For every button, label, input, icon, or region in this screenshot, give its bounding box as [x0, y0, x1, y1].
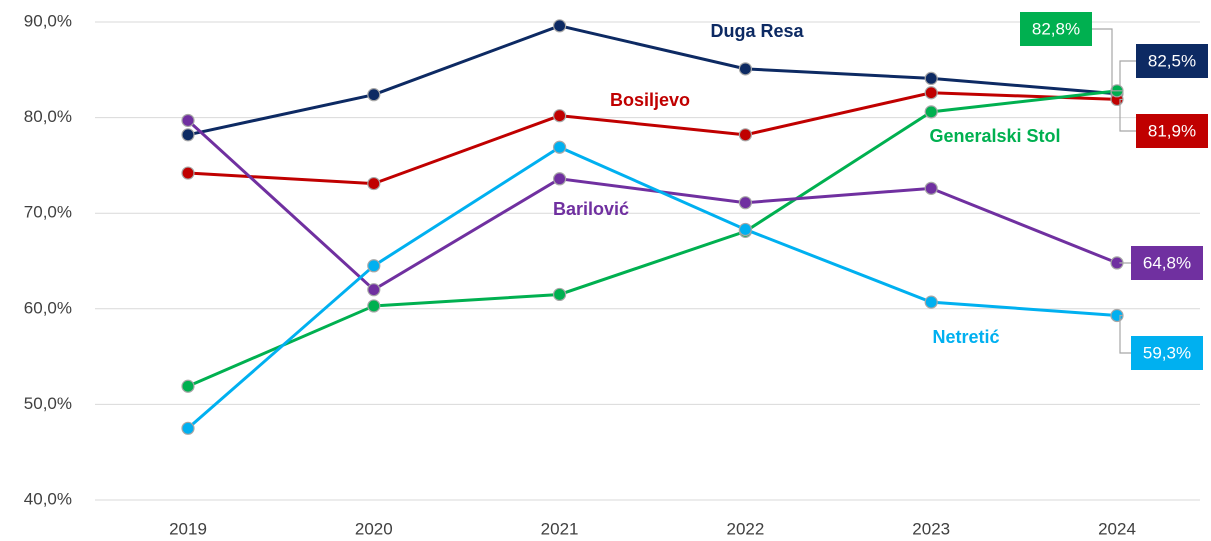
point: [367, 176, 381, 191]
point: [924, 295, 938, 309]
point: [924, 86, 938, 100]
y-tick-label: 90,0%: [24, 11, 72, 30]
series-line: [187, 24, 1118, 137]
point: [738, 62, 753, 76]
series-label: Duga Resa: [710, 21, 804, 41]
point: [552, 109, 567, 123]
point: [181, 379, 195, 393]
value-label: 59,3%: [1143, 343, 1191, 362]
point: [181, 421, 195, 435]
point: [552, 172, 567, 186]
value-label: 81,9%: [1148, 121, 1196, 140]
y-tick-label: 70,0%: [24, 203, 72, 222]
point: [738, 222, 753, 237]
point: [924, 71, 938, 86]
leader-line: [1119, 98, 1136, 132]
point: [181, 166, 195, 180]
y-tick-label: 80,0%: [24, 107, 72, 126]
series-label: Generalski Stol: [929, 126, 1060, 146]
point: [552, 287, 567, 302]
point: [181, 113, 195, 128]
point: [181, 128, 195, 142]
point: [367, 259, 381, 273]
x-tick-label: 2021: [541, 519, 579, 538]
series-label: Barilović: [553, 199, 629, 219]
value-label: 64,8%: [1143, 253, 1191, 272]
value-label-box: [1131, 336, 1203, 370]
x-tick-label: 2020: [355, 519, 393, 538]
value-label-box: [1136, 114, 1208, 148]
x-tick-label: 2019: [169, 519, 207, 538]
leader-line: [1119, 314, 1131, 354]
point: [738, 196, 753, 210]
value-label-box: [1136, 44, 1208, 78]
y-tick-label: 60,0%: [24, 298, 72, 317]
point: [367, 283, 381, 297]
point: [924, 105, 938, 119]
y-tick-label: 40,0%: [24, 489, 72, 508]
value-label-box: [1131, 246, 1203, 280]
point: [552, 140, 567, 154]
point: [924, 181, 938, 195]
series-label: Bosiljevo: [610, 90, 690, 110]
x-tick-label: 2023: [912, 519, 950, 538]
series-label: Netretić: [932, 327, 999, 347]
series-line: [187, 91, 1118, 186]
point: [367, 299, 381, 313]
value-label-box: [1020, 12, 1092, 46]
leader-line: [1092, 28, 1123, 92]
y-tick-label: 50,0%: [24, 394, 72, 413]
point: [552, 19, 567, 33]
series-line: [187, 145, 1118, 430]
x-tick-label: 2022: [726, 519, 764, 538]
x-tick-label: 2024: [1098, 519, 1136, 538]
value-label: 82,5%: [1148, 51, 1196, 70]
point: [738, 128, 753, 142]
point: [367, 88, 381, 102]
value-label: 82,8%: [1032, 19, 1080, 38]
series-line: [187, 89, 1118, 388]
series-line: [186, 119, 1118, 292]
